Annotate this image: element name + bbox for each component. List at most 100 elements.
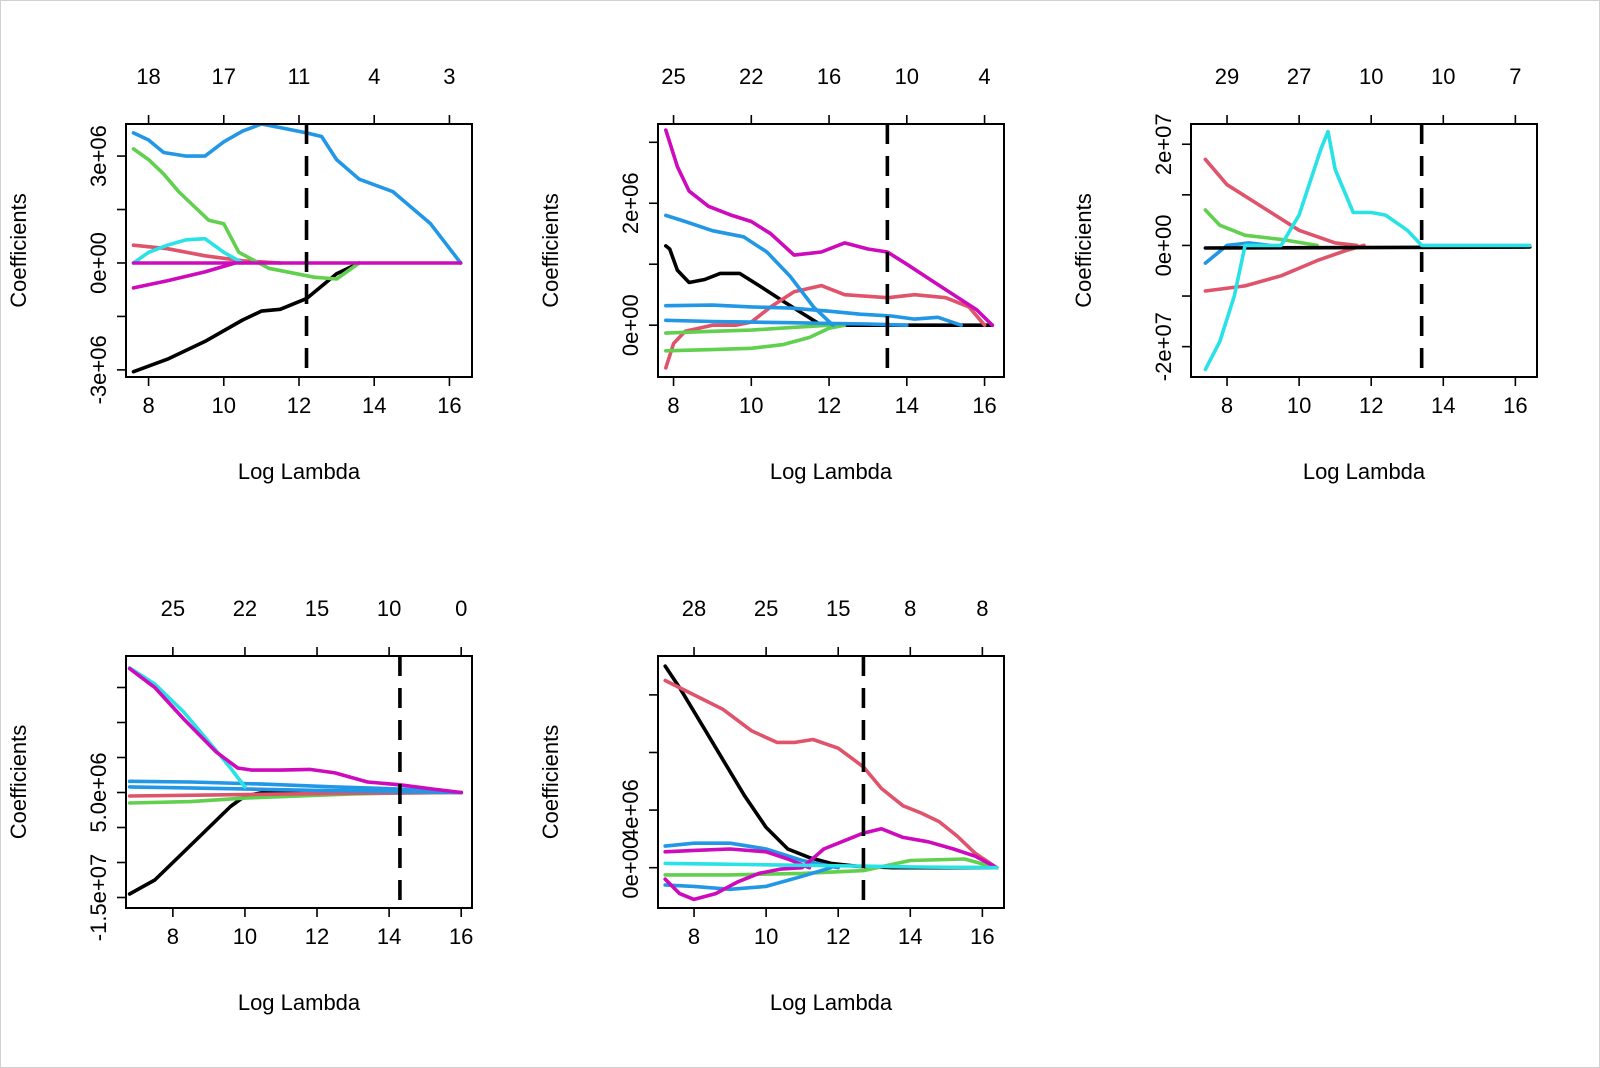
series-line-green — [663, 323, 847, 353]
top-tick-label: 8 — [976, 596, 988, 621]
x-tick-label: 12 — [287, 393, 311, 418]
series-group — [663, 128, 995, 370]
x-tick-label: 16 — [970, 924, 994, 949]
y-tick-label: 2e+06 — [618, 172, 643, 234]
series-line-green2 — [663, 323, 831, 335]
top-tick-label: 4 — [978, 64, 990, 89]
x-tick-label: 12 — [817, 393, 841, 418]
top-tick-label: 4 — [368, 64, 380, 89]
series-line-black — [131, 261, 362, 374]
series-line-cyan — [663, 861, 999, 870]
y-axis-label: Coefficients — [1071, 193, 1096, 308]
x-tick-label: 12 — [1359, 393, 1383, 418]
plot-panel-4: 8 10 12 14 16 25 22 15 10 0 -1.5e+07 5.0e+06 Log Lam… — [6, 596, 473, 1015]
y-tick-label: 0e+00 — [618, 294, 643, 356]
series-line-cyan — [1203, 129, 1532, 372]
x-tick-label: 10 — [1287, 393, 1311, 418]
series-line-blue2 — [127, 785, 464, 795]
series-line-red2 — [1203, 243, 1366, 293]
y-tick-label: 0e+00 — [618, 837, 643, 899]
x-tick-label: 8 — [142, 393, 154, 418]
series-line-red — [1203, 157, 1359, 248]
top-tick-label: 18 — [136, 64, 160, 89]
series-line-blue2 — [663, 865, 833, 892]
series-line-green — [663, 857, 999, 877]
x-tick-label: 10 — [212, 393, 236, 418]
top-tick-label: 29 — [1215, 64, 1239, 89]
series-line-blue2 — [663, 303, 964, 328]
x-tick-label: 10 — [754, 924, 778, 949]
x-tick-label: 10 — [739, 393, 763, 418]
top-tick-label: 10 — [1431, 64, 1455, 89]
series-group — [127, 666, 464, 896]
series-line-cyan — [131, 236, 245, 265]
x-axis-label: Log Lambda — [238, 459, 361, 484]
top-tick-label: 16 — [817, 64, 841, 89]
top-tick-label: 7 — [1509, 64, 1521, 89]
x-tick-label: 14 — [895, 393, 919, 418]
x-tick-label: 16 — [437, 393, 461, 418]
top-tick-label: 25 — [661, 64, 685, 89]
top-tick-label: 8 — [904, 596, 916, 621]
top-tick-label: 28 — [682, 596, 706, 621]
x-axis-label: Log Lambda — [238, 990, 361, 1015]
series-group — [663, 664, 999, 902]
series-line-magenta2 — [663, 847, 812, 870]
x-tick-label: 14 — [898, 924, 922, 949]
top-tick-label: 27 — [1287, 64, 1311, 89]
y-tick-label: -1.5e+07 — [86, 854, 111, 941]
y-axis-label: Coefficients — [6, 725, 31, 840]
series-line-green — [1203, 208, 1319, 248]
series-line-blue — [127, 779, 464, 795]
y-axis-label: Coefficients — [6, 193, 31, 308]
x-tick-label: 16 — [1503, 393, 1527, 418]
series-line-cyan — [127, 666, 247, 789]
top-tick-label: 22 — [233, 596, 257, 621]
y-tick-label: 0e+00 — [86, 232, 111, 294]
series-line-red — [663, 283, 987, 370]
top-tick-label: 0 — [455, 596, 467, 621]
x-tick-label: 8 — [667, 393, 679, 418]
y-axis-label: Coefficients — [538, 193, 563, 308]
series-group — [1203, 129, 1532, 372]
x-tick-label: 12 — [826, 924, 850, 949]
series-line-blue3 — [663, 318, 909, 328]
plot-panel-3: 8 10 12 14 16 29 27 10 10 7 -2e+07 0e+00 2e+07 Log La… — [1071, 64, 1538, 484]
series-line-black — [663, 244, 995, 328]
x-tick-label: 14 — [377, 924, 401, 949]
x-tick-label: 10 — [233, 924, 257, 949]
x-axis-label: Log Lambda — [1303, 459, 1426, 484]
x-tick-label: 12 — [305, 924, 329, 949]
top-tick-label: 22 — [739, 64, 763, 89]
y-tick-label: 3e+06 — [86, 125, 111, 187]
series-line-magenta — [131, 261, 237, 290]
top-tick-label: 10 — [895, 64, 919, 89]
series-line-blue — [663, 213, 835, 328]
top-tick-label: 10 — [377, 596, 401, 621]
top-tick-label: 17 — [212, 64, 236, 89]
series-line-magenta — [663, 128, 995, 328]
plot-panel-1: 8 10 12 14 16 18 17 11 4 3 -3e+06 0e+00 3e+06 Log Lam… — [6, 64, 473, 484]
y-tick-label: 5.0e+06 — [86, 752, 111, 832]
top-tick-label: 25 — [754, 596, 778, 621]
series-line-magenta — [663, 826, 999, 902]
x-tick-label: 8 — [688, 924, 700, 949]
x-tick-label: 14 — [1431, 393, 1455, 418]
y-tick-label: -3e+06 — [86, 335, 111, 404]
top-tick-label: 3 — [443, 64, 455, 89]
x-tick-label: 14 — [362, 393, 386, 418]
plot-panel-2: 8 10 12 14 16 25 22 16 10 4 0e+00 2e+06 Log Lambda Co… — [538, 64, 1005, 484]
y-tick-label: 2e+07 — [1151, 113, 1176, 175]
y-axis-label: Coefficients — [538, 725, 563, 840]
series-line-green — [131, 147, 362, 281]
series-line-blue — [131, 124, 463, 265]
top-tick-label: 15 — [826, 596, 850, 621]
y-tick-label: -2e+07 — [1151, 312, 1176, 381]
top-tick-label: 25 — [161, 596, 185, 621]
x-axis-label: Log Lambda — [770, 990, 893, 1015]
y-tick-label: 0e+00 — [1151, 215, 1176, 277]
x-tick-label: 16 — [972, 393, 996, 418]
